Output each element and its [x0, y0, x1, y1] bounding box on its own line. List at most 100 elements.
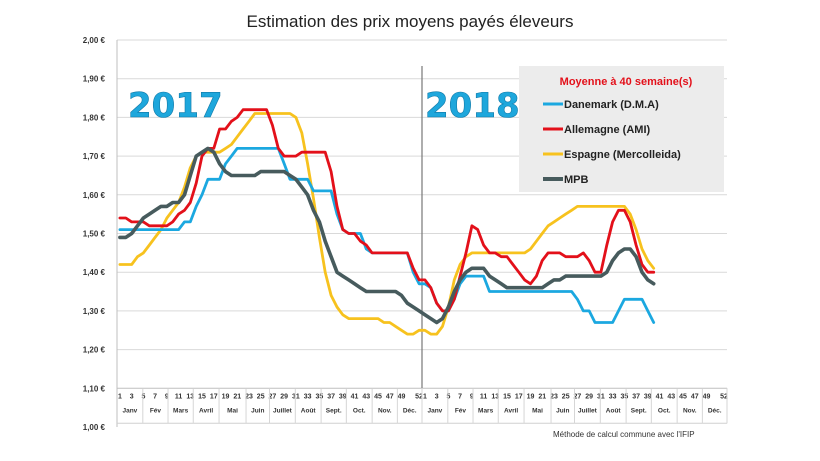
x-week-tick-label: 15: [503, 393, 511, 400]
x-week-tick-label: 9: [470, 393, 474, 400]
series-line-espagne-mercolleida: [118, 112, 656, 336]
x-week-tick-label: 43: [362, 393, 370, 400]
x-month-label: Fév: [150, 407, 162, 414]
x-month-label: Déc.: [708, 407, 722, 414]
y-tick-label: 1,30 €: [83, 307, 106, 316]
x-week-tick-label: 39: [339, 393, 347, 400]
x-month-label: Mars: [478, 407, 494, 414]
y-tick-label: 1,90 €: [83, 75, 106, 84]
x-week-tick-label: 47: [386, 393, 394, 400]
x-month-label: Oct.: [658, 407, 671, 414]
legend: Moyenne à 40 semaine(s) Danemark (D.M.A)…: [519, 66, 724, 192]
x-week-tick-label: 5: [141, 393, 145, 400]
x-month-label: Nov.: [683, 407, 697, 414]
x-month-label: Fév: [455, 407, 467, 414]
x-week-tick-label: 33: [304, 393, 312, 400]
x-week-tick-label: 15: [198, 393, 206, 400]
x-week-tick-label: 21: [538, 393, 546, 400]
x-week-tick-label: 33: [609, 393, 617, 400]
legend-entry: MPB: [564, 174, 589, 186]
x-month-label: Août: [301, 407, 317, 414]
x-week-tick-label: 7: [458, 393, 462, 400]
x-axis: 1 3 5 7 9 11 13 15 17 19 21 23 25 27 29 31 33 35 37 39 41 43 4…: [117, 387, 728, 424]
x-week-tick-label: 43: [667, 393, 675, 400]
x-month-label: Janv: [427, 407, 442, 414]
y-tick-label: 1,80 €: [83, 113, 106, 122]
x-week-tick-label: 41: [656, 393, 664, 400]
x-week-tick-label: 7: [153, 393, 157, 400]
x-week-tick-label: 45: [679, 393, 687, 400]
y-tick-label: 1,10 €: [83, 384, 106, 393]
x-week-tick-label: 27: [574, 393, 582, 400]
legend-entry: Allemagne (AMI): [564, 124, 651, 136]
x-month-label: Nov.: [378, 407, 392, 414]
y-tick-label: 1,70 €: [83, 152, 106, 161]
x-week-tick-label: 29: [585, 393, 593, 400]
y-tick-label: 1,40 €: [83, 268, 106, 277]
x-week-tick-label: 3: [435, 393, 439, 400]
x-week-tick-label: 17: [515, 393, 523, 400]
x-week-tick-label: 49: [703, 393, 711, 400]
x-week-tick-label: 3: [130, 393, 134, 400]
x-week-tick-label: 35: [315, 393, 323, 400]
x-week-tick-label: 52: [415, 393, 423, 400]
x-week-tick-label: 23: [245, 393, 253, 400]
y-tick-label: 1,50 €: [83, 230, 106, 239]
y-tick-label: 1,60 €: [83, 191, 106, 200]
x-week-tick-label: 23: [550, 393, 558, 400]
x-week-tick-label: 49: [398, 393, 406, 400]
x-month-label: Mars: [173, 407, 189, 414]
x-week-tick-label: 25: [562, 393, 570, 400]
legend-title: Moyenne à 40 semaine(s): [560, 76, 693, 88]
x-week-tick-label: 19: [527, 393, 535, 400]
x-week-tick-label: 31: [292, 393, 300, 400]
legend-entry: Danemark (D.M.A): [564, 99, 659, 111]
x-week-tick-label: 11: [480, 393, 488, 400]
x-week-tick-label: 11: [175, 393, 183, 400]
x-week-tick-label: 21: [233, 393, 241, 400]
y-tick-label: 1,20 €: [83, 346, 106, 355]
x-month-label: Avril: [504, 407, 518, 414]
x-week-tick-label: 47: [691, 393, 699, 400]
x-month-label: Juin: [556, 407, 569, 414]
series-lines: [118, 108, 656, 336]
x-month-label: Déc.: [403, 407, 417, 414]
method-note: Méthode de calcul commune avec l'IFIP: [553, 430, 695, 439]
x-week-tick-label: 37: [327, 393, 335, 400]
x-week-tick-label: 5: [446, 393, 450, 400]
series-line-mpb: [118, 146, 656, 325]
y-tick-label: 2,00 €: [83, 36, 106, 45]
x-week-tick-label: 29: [280, 393, 288, 400]
x-month-label: Mai: [227, 407, 238, 414]
chart-title: Estimation des prix moyens payés éleveur…: [247, 12, 574, 31]
x-month-label: Juillet: [273, 407, 293, 414]
x-month-label: Oct.: [353, 407, 366, 414]
x-week-tick-label: 52: [720, 393, 728, 400]
x-week-tick-label: 39: [644, 393, 652, 400]
x-week-tick-label: 25: [257, 393, 265, 400]
x-month-label: Sept.: [326, 407, 342, 414]
year-label-2017: 2017: [128, 86, 223, 126]
x-week-tick-label: 19: [222, 393, 230, 400]
x-week-tick-label: 41: [351, 393, 359, 400]
x-month-label: Avril: [199, 407, 213, 414]
x-week-tick-label: 9: [165, 393, 169, 400]
x-month-label: Juin: [251, 407, 264, 414]
x-week-tick-label: 37: [632, 393, 640, 400]
x-month-label: Janv: [122, 407, 137, 414]
x-week-tick-label: 17: [210, 393, 218, 400]
legend-entry: Espagne (Mercolleida): [564, 149, 681, 161]
x-week-tick-label: 35: [620, 393, 628, 400]
y-axis-ticks: 1,00 € 1,10 € 1,20 € 1,30 € 1,40 € 1,50 € 1,60…: [83, 36, 106, 432]
x-week-tick-label: 31: [597, 393, 605, 400]
x-week-tick-label: 1: [423, 393, 427, 400]
x-month-label: Sept.: [631, 407, 647, 414]
y-tick-label: 1,00 €: [83, 423, 106, 432]
x-month-label: Août: [606, 407, 622, 414]
x-week-tick-label: 1: [118, 393, 122, 400]
year-label-2018: 2018: [425, 86, 520, 126]
x-month-label: Juillet: [578, 407, 598, 414]
x-month-label: Mai: [532, 407, 543, 414]
x-week-tick-label: 45: [374, 393, 382, 400]
